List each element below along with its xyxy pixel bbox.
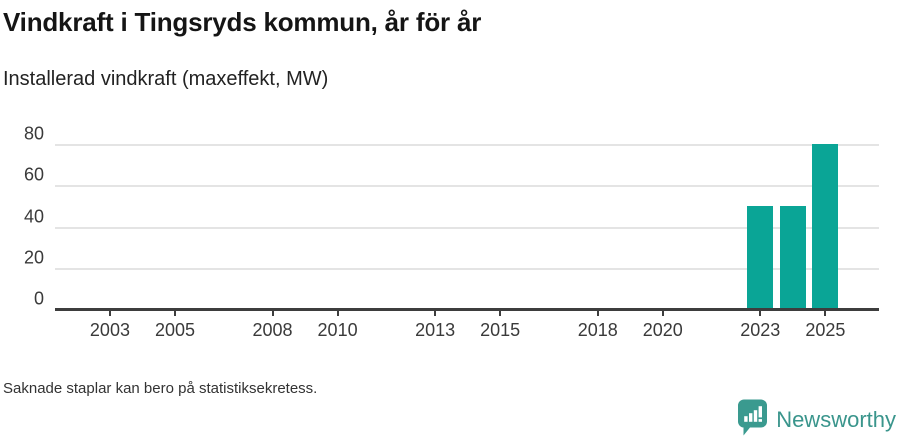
x-tick-label-2025: 2025 <box>805 320 846 340</box>
x-tick-2005 <box>173 310 176 316</box>
footnote: Saknade staplar kan bero på statistiksek… <box>3 380 318 397</box>
gridline-y-60 <box>55 185 879 188</box>
x-tick-label-2018: 2018 <box>577 320 618 340</box>
plot-area: 2003 2005 2008 2010 2013 2015 2018 2020 2023 2025 <box>55 120 879 340</box>
bar-2023 <box>747 205 774 309</box>
y-tick-label-80: 80 <box>23 123 44 144</box>
x-tick-2018 <box>596 310 599 316</box>
newsworthy-logo[interactable]: Newsworthy <box>737 399 896 439</box>
chart-title: Vindkraft i Tingsryds kommun, år för år <box>3 7 482 37</box>
x-tick-label-2010: 2010 <box>317 320 358 340</box>
x-tick-2010 <box>336 310 339 316</box>
x-tick-2023 <box>759 310 762 316</box>
x-axis-line <box>55 308 879 311</box>
x-tick-2008 <box>271 310 274 316</box>
y-tick-label-60: 60 <box>23 164 44 185</box>
x-tick-label-2005: 2005 <box>154 320 195 340</box>
gridline-y-20 <box>55 267 879 270</box>
gridline-y-40 <box>55 226 879 229</box>
x-tick-label-2008: 2008 <box>252 320 293 340</box>
x-tick-2020 <box>661 310 664 316</box>
y-tick-label-20: 20 <box>23 247 44 268</box>
x-tick-label-2023: 2023 <box>740 320 781 340</box>
y-axis: 0 20 40 60 80 <box>0 120 44 310</box>
y-tick-label-40: 40 <box>23 206 44 226</box>
x-tick-label-2003: 2003 <box>89 320 130 340</box>
y-tick-label-0: 0 <box>33 288 44 309</box>
newsworthy-bubble-chart-icon <box>737 399 768 439</box>
x-tick-label-2013: 2013 <box>415 320 456 340</box>
gridline-y-80 <box>55 144 879 146</box>
x-tick-label-2015: 2015 <box>480 320 521 340</box>
x-tick-label-2020: 2020 <box>642 320 683 340</box>
bar-2024 <box>779 205 806 309</box>
bar-2025 <box>812 144 839 309</box>
chart-subtitle: Installerad vindkraft (maxeffekt, MW) <box>3 68 329 90</box>
x-tick-2013 <box>434 310 437 316</box>
x-tick-2025 <box>824 310 827 316</box>
x-tick-2003 <box>108 310 111 316</box>
newsworthy-wordmark: Newsworthy <box>776 407 896 432</box>
x-tick-2015 <box>499 310 502 316</box>
